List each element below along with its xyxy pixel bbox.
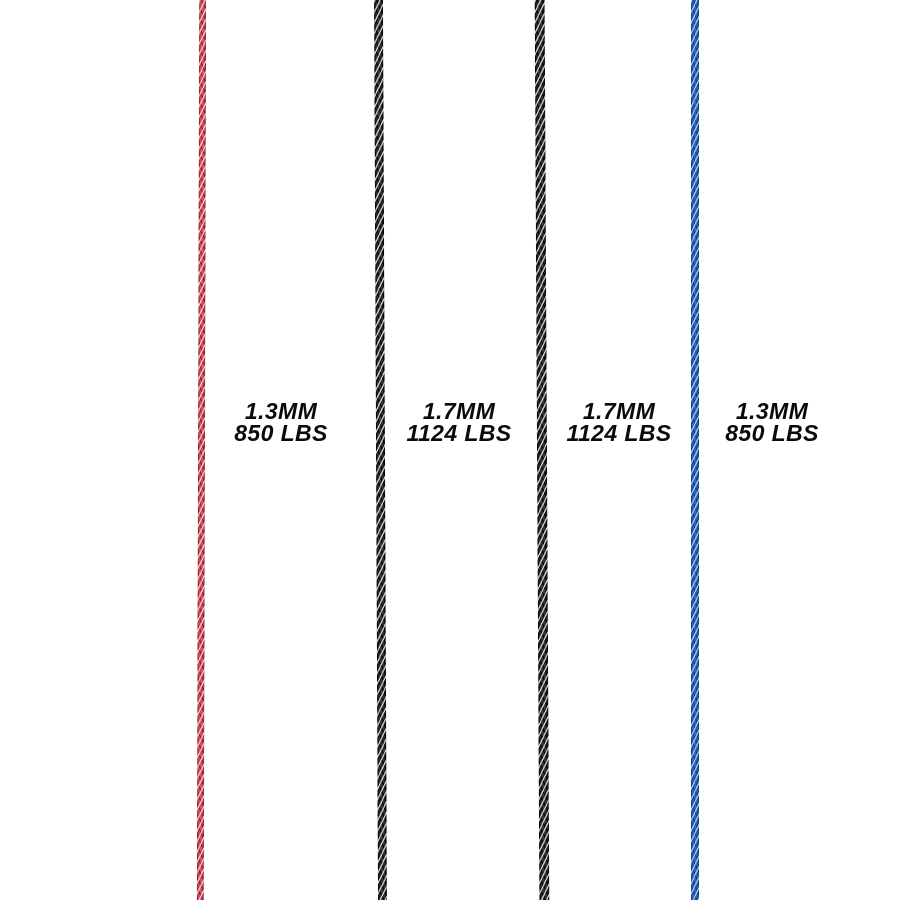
diameter-text: 1.7MM [582,398,656,424]
red-cord-spec-label: 1.3MM 850 LBS [196,398,366,446]
diameter-text: 1.3MM [735,398,809,424]
strength-text: 1124 LBS [566,420,672,446]
black-braided-cord-left [373,0,388,900]
strength-text: 1124 LBS [406,420,512,446]
black-cord-right-spec-label: 1.7MM 1124 LBS [534,398,704,446]
strength-text: 850 LBS [725,420,819,446]
blue-cord-spec-label: 1.3MM 850 LBS [687,398,857,446]
diameter-text: 1.3MM [244,398,318,424]
diameter-text: 1.7MM [422,398,496,424]
red-braided-cord [196,0,207,900]
blue-braided-cord [691,0,699,900]
strength-text: 850 LBS [234,420,328,446]
black-cord-left-spec-label: 1.7MM 1124 LBS [374,398,544,446]
black-braided-cord-right [534,0,550,900]
